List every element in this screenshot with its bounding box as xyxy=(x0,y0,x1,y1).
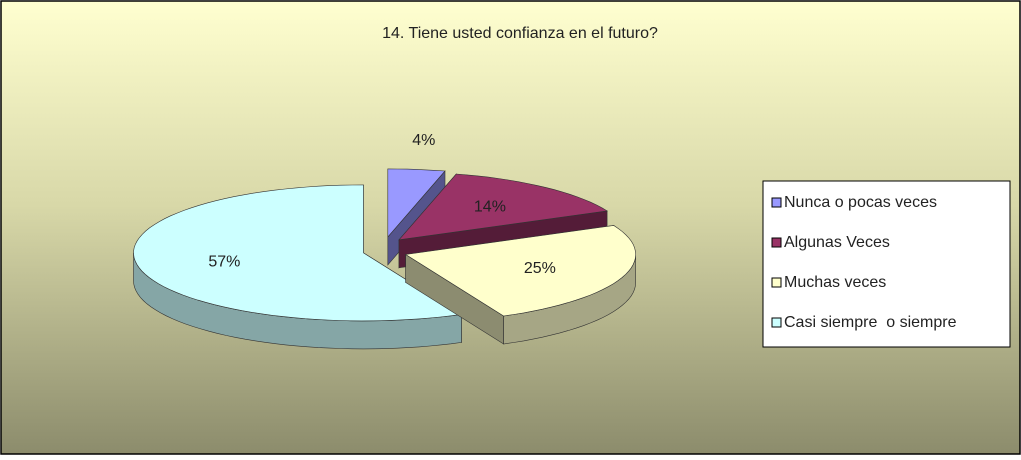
data-label: 57% xyxy=(208,253,240,270)
legend-swatch xyxy=(771,277,782,288)
data-label: 25% xyxy=(524,260,556,277)
slice xyxy=(133,184,463,322)
legend-swatch xyxy=(771,197,782,208)
data-label: 4% xyxy=(412,132,435,149)
chart-title: 14. Tiene usted confianza en el futuro? xyxy=(382,25,658,42)
legend-label: Muchas veces xyxy=(784,274,886,291)
legend-label: Algunas Veces xyxy=(784,234,890,251)
slice xyxy=(387,168,446,238)
legend-box xyxy=(762,180,1011,348)
slice xyxy=(404,225,637,317)
legend-swatch xyxy=(771,237,782,248)
legend-swatch xyxy=(771,317,782,328)
legend-label: Casi siempre o siempre xyxy=(784,314,957,331)
data-label: 14% xyxy=(474,199,506,216)
legend-label: Nunca o pocas veces xyxy=(784,194,937,211)
slice xyxy=(398,173,608,241)
